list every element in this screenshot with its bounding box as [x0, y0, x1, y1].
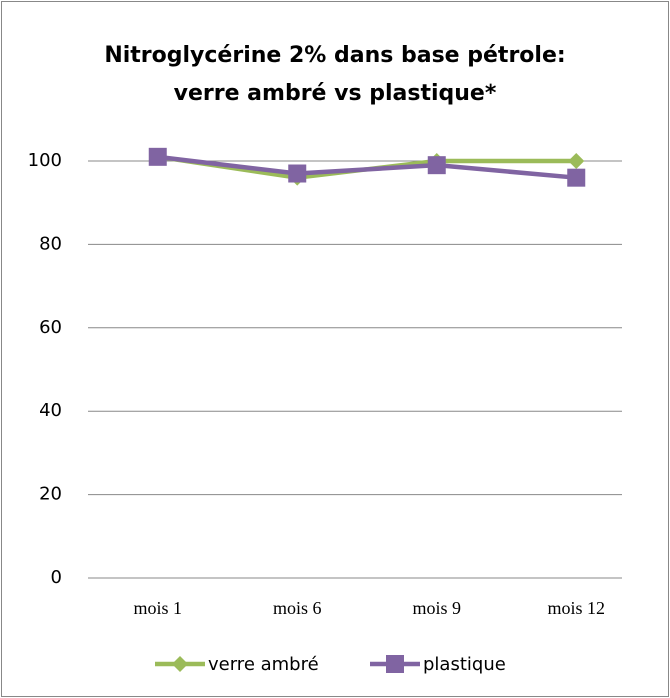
point-marker: [427, 156, 446, 175]
x-tick-label: mois 12: [547, 598, 605, 618]
legend-label: plastique: [423, 654, 506, 675]
point-marker: [568, 153, 585, 169]
point-marker: [567, 168, 586, 187]
y-tick-label: 40: [39, 400, 62, 421]
legend-marker: [172, 656, 188, 672]
point-marker: [148, 147, 167, 166]
y-tick-label: 20: [39, 484, 62, 505]
legend-marker: [386, 655, 404, 673]
chart-subtitle: verre ambré vs plastique*: [174, 81, 497, 106]
y-tick-label: 0: [51, 567, 62, 588]
x-tick-label: mois 1: [133, 598, 182, 618]
y-tick-label: 60: [39, 317, 62, 338]
point-marker: [288, 164, 307, 183]
y-tick-label: 100: [28, 150, 62, 171]
y-tick-label: 80: [39, 233, 62, 254]
legend-label: verre ambré: [208, 654, 319, 675]
x-tick-label: mois 6: [273, 598, 322, 618]
series-line: [157, 154, 577, 180]
x-tick-label: mois 9: [412, 598, 461, 618]
chart-title: Nitroglycérine 2% dans base pétrole:: [104, 43, 565, 68]
